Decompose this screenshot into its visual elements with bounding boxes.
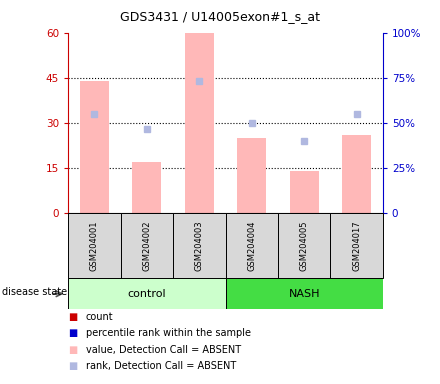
- Text: count: count: [86, 312, 114, 322]
- Bar: [342, 135, 371, 213]
- Text: value, Detection Call = ABSENT: value, Detection Call = ABSENT: [86, 345, 241, 355]
- Text: GSM204001: GSM204001: [90, 220, 99, 271]
- Bar: [290, 171, 319, 213]
- Text: percentile rank within the sample: percentile rank within the sample: [86, 328, 251, 338]
- Bar: [237, 138, 266, 213]
- Bar: [80, 81, 109, 213]
- Text: GSM204002: GSM204002: [143, 220, 151, 271]
- Bar: [68, 278, 226, 309]
- Text: GSM204017: GSM204017: [352, 220, 361, 271]
- Text: rank, Detection Call = ABSENT: rank, Detection Call = ABSENT: [86, 361, 236, 371]
- Text: ■: ■: [68, 328, 77, 338]
- Bar: [121, 213, 173, 278]
- Text: ■: ■: [68, 361, 77, 371]
- Text: GDS3431 / U14005exon#1_s_at: GDS3431 / U14005exon#1_s_at: [120, 10, 320, 23]
- Text: ■: ■: [68, 312, 77, 322]
- Text: GSM204005: GSM204005: [300, 220, 308, 271]
- Text: GSM204003: GSM204003: [195, 220, 204, 271]
- Text: GSM204004: GSM204004: [247, 220, 256, 271]
- Text: disease state: disease state: [2, 287, 67, 297]
- Bar: [173, 213, 226, 278]
- Bar: [68, 213, 121, 278]
- Bar: [185, 33, 214, 213]
- Bar: [278, 213, 330, 278]
- Text: ■: ■: [68, 345, 77, 355]
- Text: control: control: [128, 289, 166, 299]
- Bar: [132, 162, 161, 213]
- Bar: [226, 278, 383, 309]
- Bar: [330, 213, 383, 278]
- Text: NASH: NASH: [288, 289, 320, 299]
- Bar: [226, 213, 278, 278]
